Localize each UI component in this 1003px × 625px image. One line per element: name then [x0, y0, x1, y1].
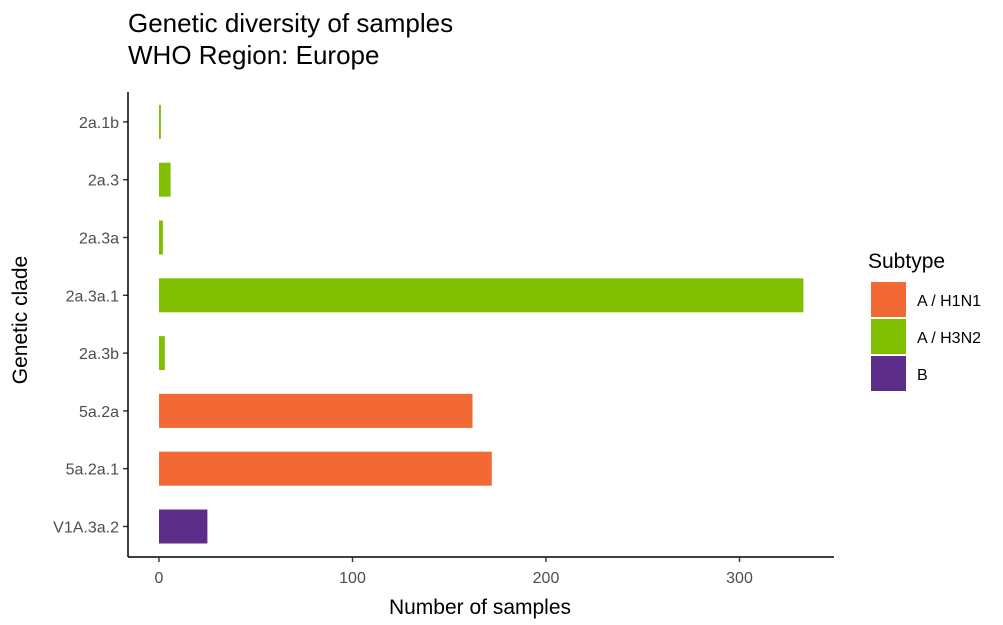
axes-layer: 2a.1b 2a.3 2a.3a 2a.3a.1 2a.3b 5a.2a 5a.2a.1 V1… — [53, 92, 834, 587]
bar-5a.2a — [159, 393, 473, 428]
y-tick-label: 5a.2a — [79, 404, 119, 421]
x-tick-label: 200 — [533, 570, 560, 587]
bar-2a.3a — [159, 220, 163, 255]
bar-2a.3b — [159, 336, 165, 371]
legend-label: A / H1N1 — [917, 293, 981, 310]
chart-subtitle: WHO Region: Europe — [128, 40, 380, 70]
y-tick-label: V1A.3a.2 — [53, 520, 119, 537]
chart-title: Genetic diversity of samples — [128, 8, 454, 38]
legend-swatch — [871, 356, 906, 391]
y-tick-label: 2a.3 — [88, 173, 119, 190]
x-axis-title: Number of samples — [389, 596, 571, 619]
y-tick-label: 2a.1b — [79, 115, 119, 132]
legend-title: Subtype — [868, 250, 945, 273]
legend-layer: A / H1N1 A / H3N2 B — [871, 282, 981, 391]
x-tick-label: 100 — [339, 570, 366, 587]
legend-swatch — [871, 282, 906, 317]
y-tick-label: 5a.2a.1 — [66, 462, 119, 479]
y-tick-label: 2a.3b — [79, 346, 119, 363]
bars-layer — [159, 104, 804, 544]
bar-V1A.3a.2 — [159, 509, 208, 544]
bar-2a.1b — [159, 104, 161, 139]
legend-label: B — [917, 367, 928, 384]
y-tick-label: 2a.3a — [79, 231, 119, 248]
bar-2a.3 — [159, 162, 171, 197]
legend-swatch — [871, 319, 906, 354]
bar-2a.3a.1 — [159, 278, 804, 313]
x-tick-label: 0 — [155, 570, 164, 587]
x-tick-label: 300 — [726, 570, 753, 587]
bar-5a.2a.1 — [159, 451, 492, 486]
y-tick-label: 2a.3a.1 — [66, 288, 119, 305]
y-axis-title: Genetic clade — [9, 256, 32, 384]
legend-label: A / H3N2 — [917, 330, 981, 347]
